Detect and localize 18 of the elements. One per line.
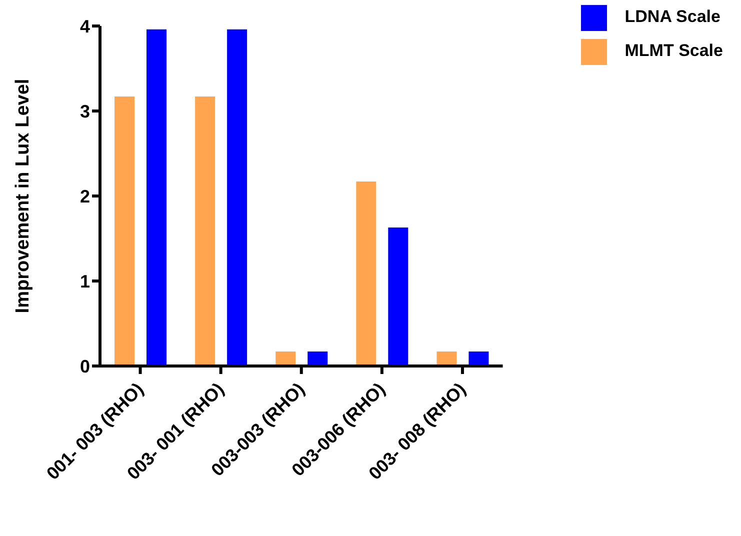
bar — [227, 29, 248, 366]
bar — [276, 352, 296, 366]
bar — [308, 352, 328, 366]
bar — [436, 352, 457, 366]
y-tick-label: 1 — [80, 271, 90, 292]
y-tick-label: 0 — [80, 356, 90, 376]
bar — [195, 96, 216, 366]
bar — [114, 96, 134, 366]
bar — [388, 227, 408, 366]
y-tick-label: 3 — [80, 101, 90, 122]
bar — [356, 182, 376, 366]
legend-label: LDNA Scale — [624, 7, 720, 26]
bar — [146, 29, 166, 366]
y-tick-label: 2 — [80, 186, 90, 206]
legend-label: MLMT Scale — [624, 41, 723, 60]
y-tick-label: 4 — [80, 16, 90, 36]
y-axis-title: Improvement in Lux Level — [12, 78, 34, 314]
bar — [468, 352, 489, 366]
